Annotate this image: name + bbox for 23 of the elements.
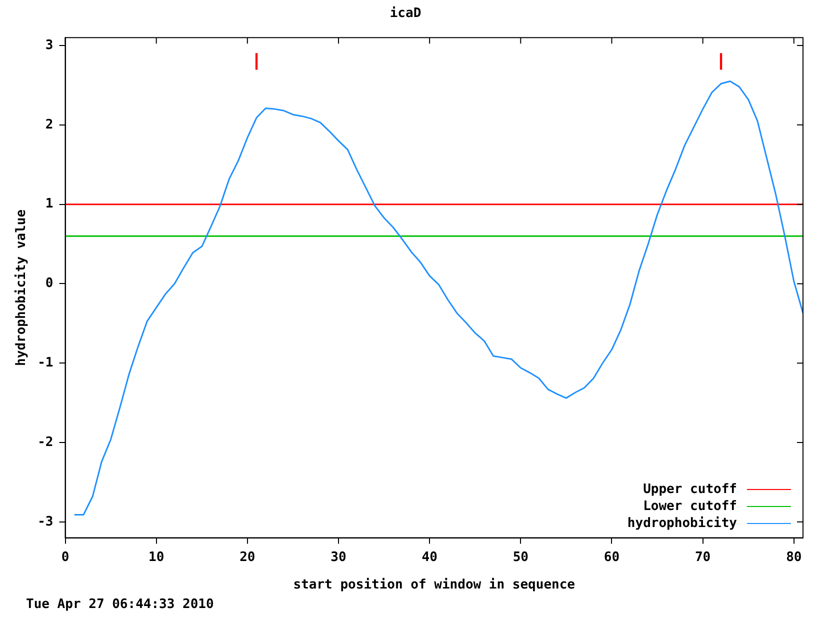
x-axis-title: start position of window in sequence: [293, 578, 576, 593]
chart-title: icaD: [390, 6, 422, 22]
y-tick-label: 2: [45, 117, 54, 132]
x-tick-label: 50: [512, 550, 529, 565]
y-tick-label: 1: [45, 196, 54, 212]
legend-label: hydrophobicity: [627, 516, 737, 531]
legend-label: Lower cutoff: [643, 498, 737, 514]
y-tick-label: 0: [45, 276, 54, 292]
x-tick-label: 40: [422, 550, 438, 565]
text: Tue Apr 27 06:44:33 2010: [26, 597, 214, 612]
x-tick-label: 70: [694, 550, 711, 565]
legend-label: Upper cutoff: [643, 482, 737, 497]
x-tick-label: 60: [604, 550, 620, 565]
x-tick-label: 10: [148, 550, 164, 565]
x-tick-label: 20: [240, 550, 256, 565]
x-tick-label: 0: [61, 550, 70, 565]
y-axis-title: hydrophobicity value: [14, 209, 30, 366]
x-tick-label: 80: [786, 550, 802, 565]
y-tick-label: -2: [38, 434, 54, 450]
y-tick-label: -3: [38, 514, 54, 530]
y-tick-label: 3: [45, 38, 54, 53]
x-tick-label: 30: [330, 550, 346, 565]
y-tick-label: -1: [38, 356, 54, 370]
